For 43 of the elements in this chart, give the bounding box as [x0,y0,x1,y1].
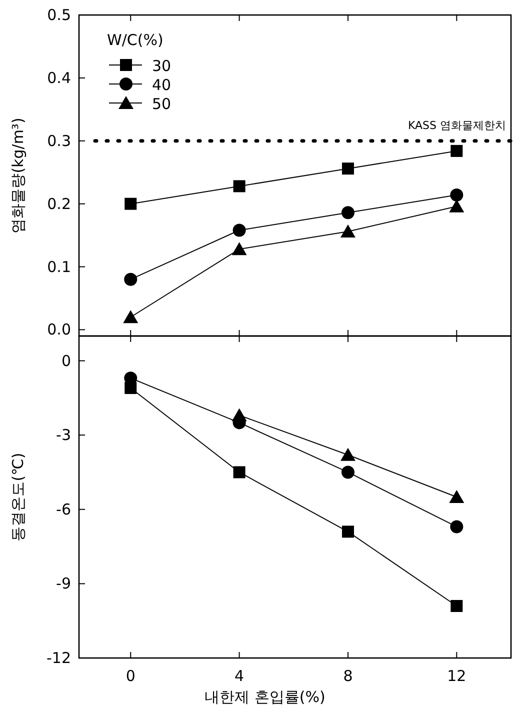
legend-label: 50 [152,95,172,113]
point [233,466,246,478]
point [449,199,464,212]
point [342,162,354,175]
point [450,144,463,157]
x-tick-label: 12 [447,667,466,685]
point [123,310,138,324]
point [450,188,464,202]
point [232,242,247,256]
y-axis-title: 염화물량(kg/m³) [9,118,27,234]
point [124,272,138,286]
y-tick-label: 0.3 [47,132,71,150]
y-tick-label: 0.0 [47,320,71,339]
x-axis-title: 내한제 혼입률(%) [204,688,326,706]
y-tick-label: -3 [56,426,71,444]
point [449,490,464,503]
point [340,224,356,238]
legend-label: 40 [152,76,172,94]
y-tick-label: 0.4 [47,68,71,87]
point [340,448,356,461]
y-tick-label: -9 [56,574,71,593]
legend-title: W/C(%) [107,31,164,49]
y-tick-label: 0 [61,352,71,370]
legend-label: 30 [152,57,172,75]
point [341,206,354,220]
y-tick-label: 0.2 [47,194,71,213]
point [232,224,246,237]
point [450,520,464,534]
y-tick-label: 0.1 [47,258,71,276]
x-tick-label: 0 [126,667,136,685]
y-axis-title: 동결온도(℃) [9,452,27,542]
y-tick-label: 0.5 [47,6,71,24]
point [342,526,354,538]
point [450,600,463,612]
y-tick-label: -6 [56,500,71,518]
point [124,198,137,210]
x-tick-label: 8 [343,667,353,685]
point [232,408,247,422]
point [341,466,354,479]
point [233,180,246,192]
ref-line-label: KASS 염화물제한치 [408,118,506,132]
y-tick-label: -12 [46,649,71,667]
x-tick-label: 4 [234,667,244,685]
